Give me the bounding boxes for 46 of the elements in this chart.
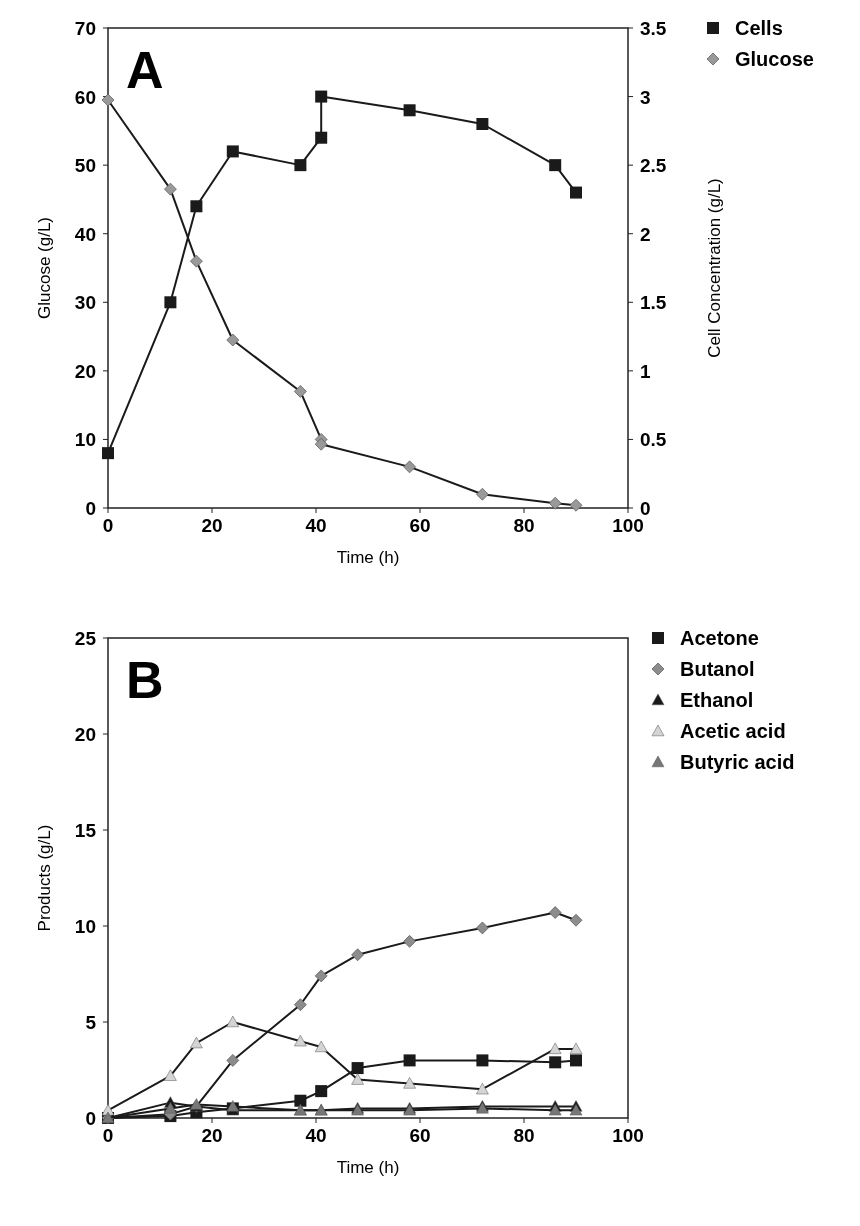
- y-tick-label: 30: [74, 292, 96, 314]
- y2-tick-label: 2: [640, 223, 651, 245]
- legend-label: Glucose: [735, 48, 814, 70]
- legend-label: Acetone: [680, 627, 759, 649]
- legend-label: Ethanol: [680, 689, 754, 711]
- annotation: B: [126, 651, 164, 709]
- y-tick-label: 25: [74, 628, 97, 649]
- y2-tick-label: 2.5: [640, 155, 667, 177]
- y-axis-title: Products (g/L): [35, 824, 54, 932]
- y2-tick-label: 1: [640, 360, 651, 382]
- y2-tick-label: 3: [640, 86, 651, 108]
- x-tick-label: 0: [102, 515, 114, 536]
- x-tick-label: 100: [612, 1125, 644, 1146]
- legend-label: Butanol: [680, 658, 755, 680]
- x-axis-title: Time (h): [336, 548, 400, 567]
- legend-label: Butyric acid: [680, 751, 795, 773]
- y-tick-label: 10: [74, 916, 96, 937]
- y-tick-label: 60: [74, 86, 96, 108]
- y-tick-label: 5: [85, 1012, 97, 1033]
- x-tick-label: 80: [513, 1125, 535, 1146]
- x-tick-label: 0: [102, 1125, 114, 1146]
- x-tick-label: 20: [201, 1125, 223, 1146]
- x-tick-label: 60: [409, 1125, 431, 1146]
- y-axis-title: Glucose (g/L): [35, 216, 54, 320]
- y2-tick-label: 3.5: [640, 18, 667, 39]
- y-tick-label: 0: [85, 498, 96, 519]
- y-tick-label: 50: [74, 155, 96, 177]
- x-tick-label: 80: [513, 515, 535, 536]
- y2-tick-label: 1.5: [640, 292, 667, 314]
- y2-axis-title: Cell Concentration (g/L): [705, 178, 724, 358]
- annotation: A: [126, 41, 164, 99]
- y-tick-label: 15: [74, 820, 97, 841]
- y-tick-label: 20: [74, 360, 96, 382]
- x-axis-title: Time (h): [336, 1158, 400, 1177]
- y2-tick-label: 0.5: [640, 429, 667, 451]
- y-tick-label: 20: [74, 724, 96, 745]
- legend-label: Cells: [735, 17, 783, 39]
- y-tick-label: 40: [74, 223, 96, 245]
- y-tick-label: 70: [74, 18, 96, 39]
- y-tick-label: 10: [74, 429, 96, 451]
- x-tick-label: 60: [409, 515, 431, 536]
- x-tick-label: 20: [201, 515, 223, 536]
- x-tick-label: 40: [305, 1125, 327, 1146]
- x-tick-label: 40: [305, 515, 327, 536]
- y-tick-label: 0: [85, 1108, 96, 1129]
- legend-label: Acetic acid: [680, 720, 786, 742]
